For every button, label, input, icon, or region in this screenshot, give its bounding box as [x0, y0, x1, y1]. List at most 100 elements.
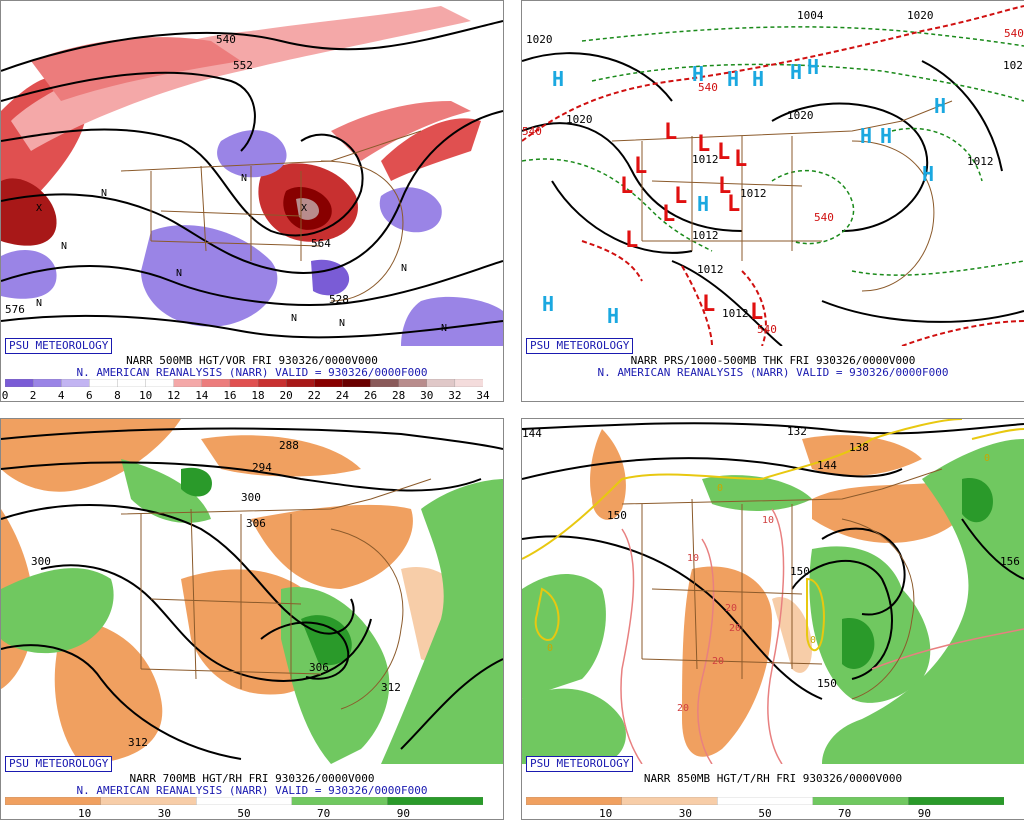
thickness-label: 540	[698, 81, 718, 94]
low-pressure-markers: L L L L L L L L L L L L L	[620, 120, 763, 325]
isobar-label: 1012	[697, 263, 724, 276]
scale-tick-label: 4	[57, 389, 65, 402]
scale-tick-label: 90	[917, 807, 931, 820]
scale-swatch	[145, 379, 175, 387]
vort-min-marker: N	[401, 263, 407, 274]
temperature-label: 20	[725, 603, 737, 614]
contour-label: 306	[246, 517, 266, 530]
panel-pressure-thickness: 1020 1020 1004 1012 1020 1020 1012 1012 …	[521, 0, 1024, 402]
isobar-label: 102	[1003, 59, 1023, 72]
scale-tick-label: 2	[29, 389, 37, 402]
isobar-label: 1012	[722, 307, 749, 320]
scale-swatch	[314, 379, 344, 387]
scale-swatch	[32, 379, 62, 387]
scale-swatch	[812, 797, 910, 805]
contour-label: 150	[607, 509, 627, 522]
low-marker: L	[717, 140, 730, 165]
vort-max-marker: X	[36, 203, 42, 214]
high-marker: H	[727, 67, 739, 91]
scale-swatch	[342, 379, 372, 387]
color-scale-bar	[5, 797, 483, 805]
panel-subcaption: N. AMERICAN REANALYSIS (NARR) VALID = 93…	[76, 366, 428, 379]
high-marker: H	[697, 192, 709, 216]
contour-label: 552	[233, 59, 253, 72]
contour-label: 528	[329, 293, 349, 306]
scale-tick-label: 18	[251, 389, 265, 402]
low-marker: L	[697, 132, 710, 157]
color-scale-ticks: 0 2 4 6 8 10 12 14 16 18 20 22 24 26 28 30 32 34	[1, 389, 503, 401]
map-700mb: 288 294 300 306 312 300 306 312	[1, 419, 503, 764]
low-marker: L	[727, 192, 740, 217]
panel-700mb-rh: 288 294 300 306 312 300 306 312 PSU METE…	[0, 418, 504, 820]
isobar-label: 1012	[692, 153, 719, 166]
low-marker: L	[734, 147, 747, 172]
scale-swatch	[5, 379, 34, 387]
isobar-label: 1020	[787, 109, 814, 122]
scale-tick-label: 8	[114, 389, 121, 402]
color-scale-ticks: 10 30 50 70 90	[522, 807, 1024, 819]
thickness-label: 540	[757, 323, 777, 336]
contour-label: 150	[817, 677, 837, 690]
temperature-label: 0	[717, 483, 723, 494]
scale-tick-label: 30	[420, 389, 434, 402]
scale-tick-label: 32	[448, 389, 462, 402]
scale-tick-label: 22	[307, 389, 321, 402]
scale-tick-label: 70	[838, 807, 852, 820]
scale-swatch	[286, 379, 315, 387]
low-marker: L	[664, 120, 677, 145]
low-marker: L	[674, 184, 687, 209]
scale-tick-label: 10	[78, 807, 92, 820]
color-scale-bar	[5, 379, 483, 387]
contour-label: 150	[790, 565, 810, 578]
panel-850mb-t-rh: 144 138 132 144 150 156 150 150 0 0 0 0 …	[521, 418, 1024, 820]
low-marker: L	[620, 174, 633, 199]
scale-swatch	[717, 797, 814, 805]
temperature-label: 0	[547, 643, 553, 654]
color-scale-ticks: 10 30 50 70 90	[1, 807, 503, 819]
scale-swatch	[426, 379, 456, 387]
high-marker: H	[607, 304, 619, 328]
scale-tick-label: 90	[396, 807, 410, 820]
isobars	[522, 52, 1024, 346]
low-marker: L	[750, 300, 763, 325]
panel-caption: NARR 850MB HGT/T/RH FRI 930326/0000V000	[643, 772, 903, 785]
scale-tick-label: 34	[476, 389, 490, 402]
panel-caption: NARR 500MB HGT/VOR FRI 930326/0000V000	[126, 354, 378, 367]
scale-swatch	[201, 379, 231, 387]
scale-swatch	[398, 379, 428, 387]
scale-tick-label: 10	[138, 389, 153, 402]
psu-meteorology-tag: PSU METEOROLOGY	[5, 756, 113, 772]
vort-max-marker: X	[301, 203, 307, 214]
high-marker: H	[922, 162, 934, 186]
isobar-label: 1020	[526, 33, 553, 46]
high-marker: H	[542, 292, 554, 316]
contour-label: 132	[787, 425, 807, 438]
height-contours	[1, 427, 503, 760]
temperature-label: 0	[984, 453, 990, 464]
contour-label: 312	[381, 681, 401, 694]
height-contours	[1, 20, 503, 339]
borders	[120, 130, 422, 302]
scale-swatch	[526, 797, 623, 805]
scale-swatch	[908, 797, 1004, 805]
scale-tick-label: 6	[86, 389, 93, 402]
isobar-label: 1012	[740, 187, 767, 200]
scale-swatch	[229, 379, 259, 387]
panel-500mb-vorticity: 540 552 564 576 528 N N N N N N N N N X …	[0, 0, 504, 402]
thickness-label: 540	[814, 211, 834, 224]
scale-tick-label: 26	[363, 389, 378, 402]
scale-tick-label: 70	[317, 807, 331, 820]
high-marker: H	[807, 55, 819, 79]
high-marker: H	[692, 62, 704, 86]
psu-meteorology-tag: PSU METEOROLOGY	[526, 338, 634, 354]
borders	[611, 100, 953, 292]
contour-label: 144	[817, 459, 837, 472]
vort-min-marker: N	[101, 188, 107, 199]
temperature-label: 20	[677, 703, 689, 714]
panel-subcaption: N. AMERICAN REANALYSIS (NARR) VALID = 93…	[597, 366, 949, 379]
scale-tick-label: 28	[392, 389, 406, 402]
temperature-label: 10	[687, 553, 699, 564]
panel-caption: NARR 700MB HGT/RH FRI 930326/0000V000	[129, 772, 375, 785]
high-marker: H	[860, 124, 872, 148]
contour-label: 288	[279, 439, 299, 452]
